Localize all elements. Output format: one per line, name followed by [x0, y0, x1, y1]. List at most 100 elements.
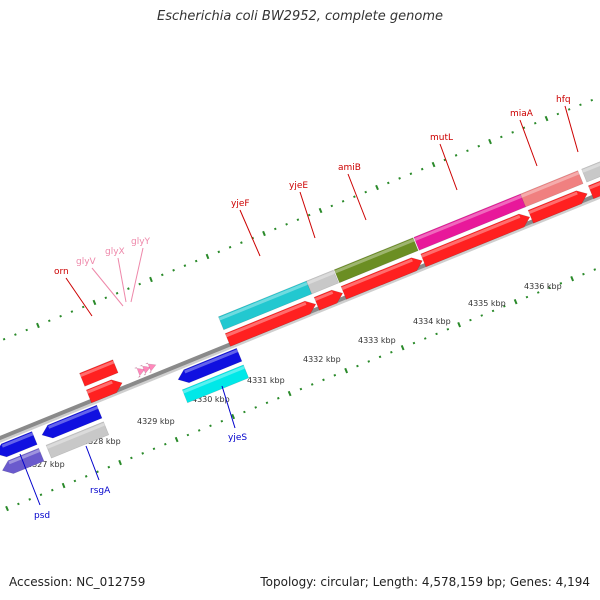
minor-tick [522, 126, 526, 130]
minor-tick [296, 218, 300, 222]
scale-label: 4327 kbp [27, 460, 65, 469]
gene-rsgA-highlight [46, 422, 105, 449]
scale-label: 4331 kbp [247, 376, 285, 385]
minor-tick [511, 131, 514, 134]
minor-tick [160, 273, 164, 277]
major-tick [262, 230, 266, 237]
leader-line-mutL [439, 143, 458, 191]
minor-tick [243, 410, 246, 414]
minor-tick [186, 433, 190, 437]
gene-glyV [134, 367, 146, 379]
gene-miaA [520, 170, 584, 208]
gene-psd-highlight [8, 449, 41, 465]
gene-label-yjeS: yjeS [228, 433, 247, 443]
minor-tick [322, 378, 325, 382]
gene-label-hfq: hfq [556, 95, 571, 105]
gene-label-rsgA: rsgA [90, 486, 111, 496]
cds-miaA [527, 190, 588, 224]
scale-label: 4330 kbp [192, 395, 230, 404]
major-tick [5, 505, 9, 512]
leader-line-psd [19, 453, 41, 506]
minor-tick [525, 295, 529, 299]
major-tick [318, 207, 323, 214]
minor-tick [2, 337, 6, 341]
minor-tick [70, 310, 74, 313]
minor-tick [398, 177, 401, 180]
scale-label: 4328 kbp [83, 437, 121, 446]
scale-labels: 4327 kbp 4328 kbp 4329 kbp 4330 kbp 4331 kbp… [27, 282, 562, 469]
leader-line-glyX [117, 257, 127, 303]
gene-label-miaA: miaA [510, 109, 534, 119]
minor-tick [533, 121, 537, 125]
leader-line-rsgA [85, 445, 100, 481]
gene-orn-lower [85, 379, 123, 404]
gene-rsgA [45, 421, 110, 459]
minor-tick [356, 364, 359, 368]
major-tick [61, 482, 66, 489]
minor-tick [96, 470, 99, 474]
major-tick [488, 138, 492, 145]
minor-tick [420, 167, 424, 171]
gene-orn-upper [79, 359, 119, 387]
scale-label: 4333 kbp [358, 336, 396, 345]
minor-tick [500, 135, 503, 139]
minor-tick [228, 245, 232, 249]
major-tick [544, 115, 549, 122]
leader-line-hfq [564, 105, 579, 153]
minor-tick [152, 447, 156, 451]
minor-tick [217, 250, 221, 254]
minor-tick [423, 337, 427, 340]
minor-tick [240, 241, 243, 244]
gene-yjeS-highlight [182, 365, 245, 394]
minor-tick [548, 286, 551, 290]
minor-tick [469, 318, 472, 322]
gene-yjeE-highlight [306, 271, 335, 285]
minor-tick [265, 401, 269, 405]
minor-tick [47, 319, 51, 323]
minor-tick [446, 328, 450, 331]
gene-glyX [139, 364, 151, 376]
forward-tick-row [2, 98, 594, 341]
cds-yjeE [313, 289, 344, 311]
minor-tick [197, 429, 201, 432]
gene-label-mutL: mutL [430, 133, 453, 143]
minor-tick [466, 149, 469, 153]
minor-tick [14, 333, 17, 336]
scale-label: 4332 kbp [303, 355, 341, 364]
minor-tick [28, 498, 32, 501]
cds-yjeF [224, 300, 317, 347]
major-tick [174, 436, 179, 443]
minor-tick [378, 355, 382, 359]
gene-amiB [333, 237, 419, 284]
minor-tick [254, 406, 258, 409]
minor-tick [220, 419, 224, 423]
gene-rev-blue-3 [177, 347, 243, 384]
accession-label: Accession: NC_012759 [9, 575, 146, 589]
scale-label: 4329 kbp [137, 417, 175, 426]
gene-rev-blue-1 [0, 431, 38, 458]
scale-label: 4334 kbp [413, 317, 451, 326]
backbone-shadow [0, 195, 600, 443]
major-tick [344, 367, 349, 374]
minor-tick [141, 452, 145, 455]
minor-tick [435, 332, 438, 336]
minor-tick [17, 502, 20, 506]
gene-label-orn: orn [54, 267, 69, 277]
major-tick [570, 276, 575, 282]
leader-line-yjeE [299, 191, 316, 239]
minor-tick [285, 222, 288, 226]
minor-tick [367, 360, 371, 363]
minor-tick [127, 287, 130, 290]
cds-amiB-highlight [341, 258, 413, 291]
gene-rev-blue-3-highlight [184, 349, 239, 374]
gene-glyX-highlight [140, 366, 144, 370]
gene-label-yjeF: yjeF [231, 199, 250, 209]
major-tick [375, 184, 379, 191]
minor-tick [307, 213, 311, 217]
minor-tick [412, 341, 416, 345]
gene-yjeE [306, 269, 339, 295]
scale-label: 4336 kbp [524, 282, 562, 291]
minor-tick [310, 383, 314, 386]
minor-tick [503, 305, 506, 308]
